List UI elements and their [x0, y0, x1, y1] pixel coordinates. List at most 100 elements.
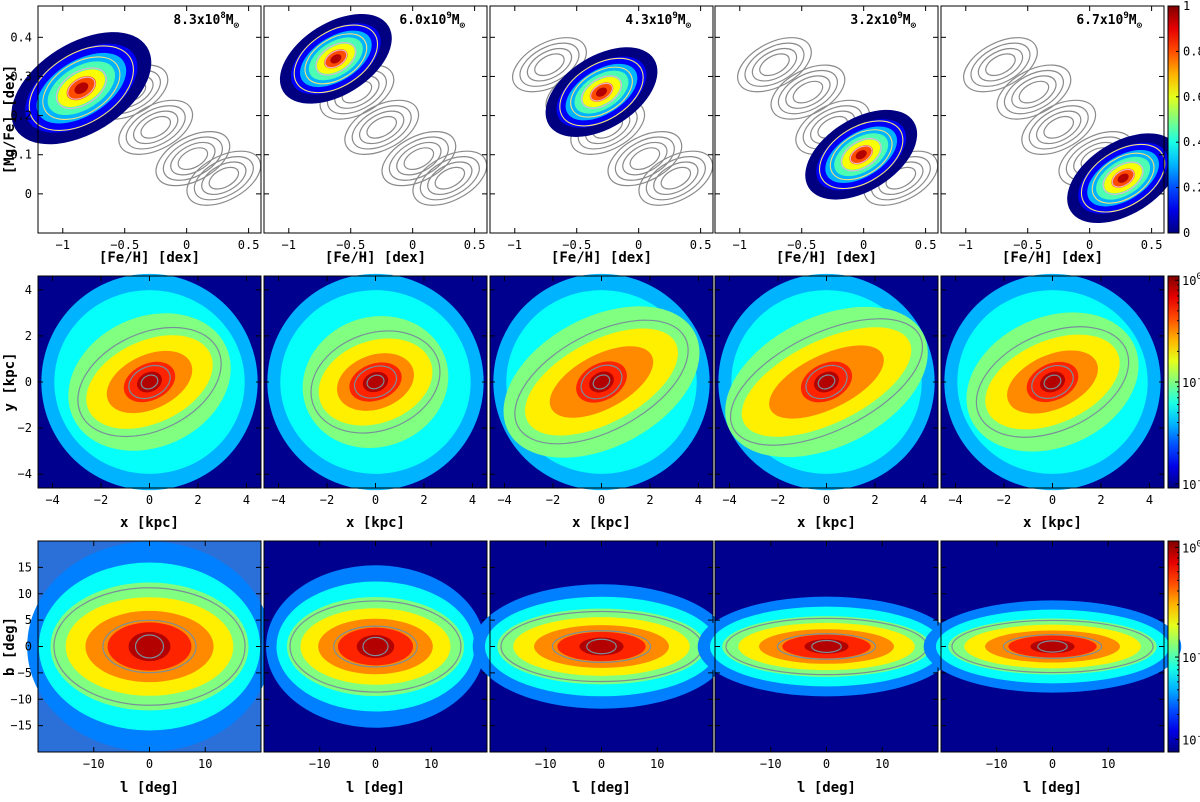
density-blob — [805, 109, 918, 200]
density-level — [1117, 173, 1129, 183]
reference-contour — [155, 131, 231, 187]
mass-label: 4.3x109M⊙ — [625, 11, 691, 31]
reference-contour — [427, 161, 473, 196]
colorbar-tick-label: 10-1 — [1182, 649, 1200, 665]
density-level — [579, 637, 624, 656]
reference-contour — [1043, 115, 1075, 139]
reference-contour — [1018, 80, 1050, 104]
overlay-contour — [1080, 143, 1166, 213]
y-tick-label: 4 — [25, 283, 32, 297]
reference-contour — [792, 80, 824, 104]
chem-panel-3: −1 −0.5 0 0.5 [Fe/H] [dex] 4.3x109M⊙ — [489, 5, 714, 266]
faceon-panel-3: −4 −2 0 2 4 x [kpc] — [489, 273, 714, 531]
overlay-contour — [42, 56, 121, 120]
reference-contour — [737, 37, 812, 93]
reference-contour — [403, 147, 435, 171]
density-contour — [77, 326, 222, 438]
colorbar-tick-label: 100 — [1182, 539, 1200, 555]
reference-contour — [534, 53, 565, 77]
density-blob — [545, 47, 658, 137]
faceon-panel-5: −4 −2 0 2 4 x [kpc] — [940, 273, 1165, 531]
x-axis-label: [Fe/H] [dex] — [776, 250, 877, 266]
overlay-contour — [849, 145, 873, 165]
x-tick-label: −4 — [722, 493, 736, 507]
density-contour — [580, 364, 623, 400]
x-tick-label: −2 — [320, 493, 334, 507]
reference-contour — [785, 75, 831, 109]
density-contour — [811, 639, 842, 654]
x-tick-label: −1 — [282, 238, 296, 252]
chem-panel-5: −1 −0.5 0 0.5 [Fe/H] [dex] 6.7x109M⊙ — [940, 5, 1180, 266]
y-tick-label: −10 — [10, 692, 32, 706]
edgeon-panel-4: −10 0 10 l [deg] — [697, 540, 956, 796]
colorbar-tick-label: 10-2 — [1182, 731, 1200, 747]
reference-contour — [770, 64, 846, 120]
x-tick-label: 2 — [871, 493, 878, 507]
edgeon-panel-5: −10 0 10 l [deg] — [923, 540, 1182, 796]
colorbar-tick-label: 0 — [1183, 226, 1190, 240]
x-tick-label: 2 — [420, 493, 427, 507]
density-level — [1030, 639, 1075, 654]
colorbar-tick-label: 10-2 — [1182, 476, 1200, 492]
mass-label: 6.0x109M⊙ — [399, 11, 465, 31]
density-blob — [279, 13, 392, 104]
x-axis-label: l [deg] — [1023, 780, 1082, 796]
overlay-contour — [840, 138, 882, 172]
x-tick-label: 0 — [146, 757, 153, 771]
reference-contour — [970, 42, 1031, 87]
reference-contour — [607, 131, 683, 187]
reference-contour — [1011, 75, 1057, 109]
overlay-contour — [818, 120, 904, 190]
x-tick-label: 0 — [860, 238, 867, 252]
density-contour — [729, 318, 924, 446]
overlay-contour — [829, 129, 893, 181]
density-contour — [366, 374, 385, 390]
x-tick-label: 0 — [823, 757, 830, 771]
y-tick-label: 0 — [25, 375, 32, 389]
density-contour — [592, 374, 611, 390]
x-tick-label: −2 — [997, 493, 1011, 507]
y-tick-label: 5 — [25, 613, 32, 627]
x-tick-label: 4 — [469, 493, 476, 507]
x-tick-label: 0 — [1049, 493, 1056, 507]
colorbar-linear: 0 0.2 0.4 0.6 0.8 1 — [1167, 0, 1200, 240]
x-axis-label: l [deg] — [120, 780, 179, 796]
faceon-panel-4: −4 −2 0 2 4 x [kpc] — [714, 273, 939, 531]
density-contour — [362, 636, 389, 657]
reference-contour — [140, 115, 172, 139]
reference-contour — [645, 155, 706, 201]
mass-label: 8.3x108M⊙ — [173, 11, 239, 31]
y-tick-label: 10 — [18, 587, 32, 601]
density-contour — [776, 633, 877, 660]
x-tick-label: −4 — [948, 493, 962, 507]
x-tick-label: −1 — [508, 238, 522, 252]
colorbar-log: 100 10-1 10-2 — [1167, 539, 1200, 753]
edgeon-panel-2: −10 0 10 l [deg] — [263, 540, 488, 796]
x-tick-label: −1 — [56, 238, 70, 252]
density-contour — [289, 600, 462, 693]
x-tick-label: −0.5 — [1013, 238, 1042, 252]
overlay-contour — [590, 82, 613, 102]
reference-contour — [1021, 99, 1097, 155]
x-tick-label: 0.5 — [464, 238, 486, 252]
reference-contour — [653, 161, 699, 196]
x-tick-label: 4 — [920, 493, 927, 507]
panel-frame — [940, 5, 1165, 234]
colorbar-tick-label: 0.2 — [1183, 181, 1200, 195]
x-axis-label: [Fe/H] [dex] — [325, 250, 426, 266]
reference-contour — [419, 155, 480, 201]
reference-contour — [629, 147, 661, 171]
colorbar-tick-label: 0.6 — [1183, 90, 1200, 104]
x-axis-label: x [kpc] — [346, 515, 405, 531]
y-axis-label: y [kpc] — [2, 352, 18, 411]
x-tick-label: 10 — [1101, 757, 1115, 771]
reference-contour — [622, 141, 668, 176]
density-level — [804, 639, 849, 654]
density-blob — [11, 32, 152, 145]
x-tick-label: 0 — [635, 238, 642, 252]
reference-contour — [660, 166, 692, 190]
chem-panel-1: −1 −0.5 0 0.5 0 0.1 0.2 0.3 0.4 [Fe/H] [dex] 8.3x1… — [10, 5, 262, 266]
y-tick-label: −15 — [10, 719, 32, 733]
overlay-contour — [67, 76, 96, 100]
